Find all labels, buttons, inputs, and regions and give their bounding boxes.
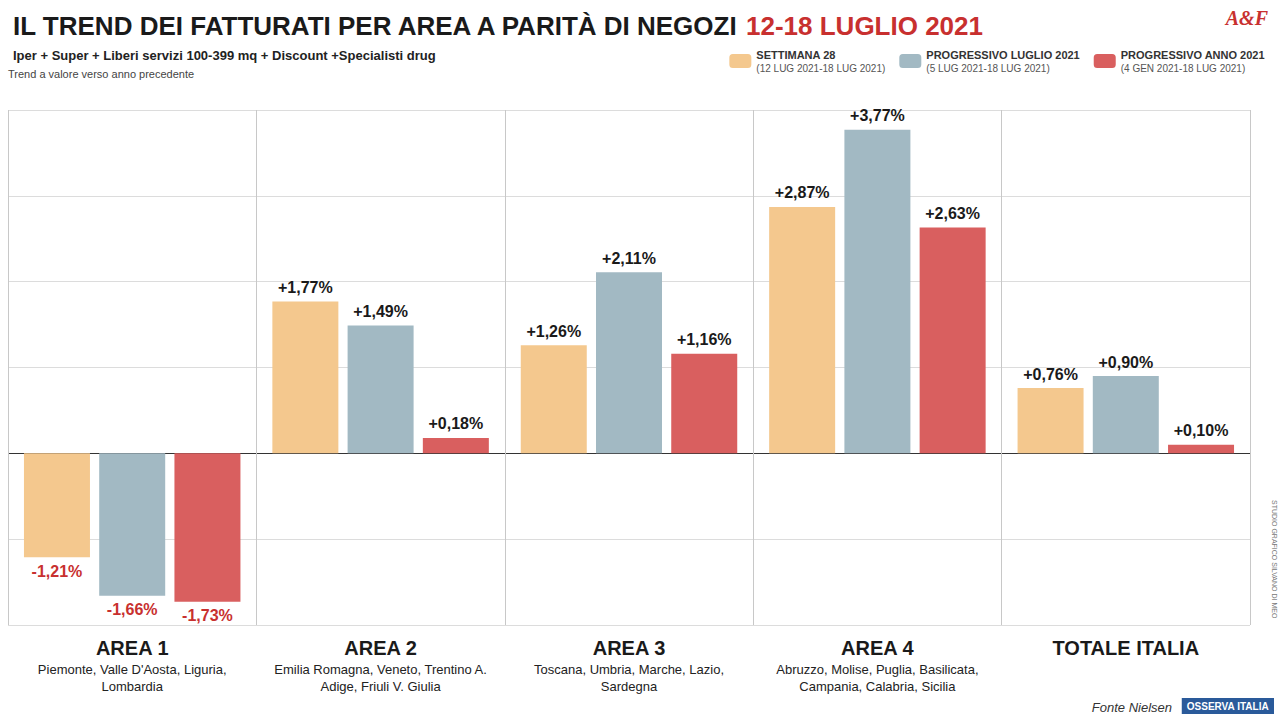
svg-text:-1,66%: -1,66%	[107, 601, 158, 618]
svg-text:PROGRESSIVO ANNO 2021: PROGRESSIVO ANNO 2021	[1121, 49, 1265, 61]
svg-text:(12 LUG 2021-18 LUG 2021): (12 LUG 2021-18 LUG 2021)	[756, 63, 885, 74]
svg-text:+0,76%: +0,76%	[1023, 366, 1078, 383]
svg-text:+0,10%: +0,10%	[1174, 422, 1229, 439]
svg-text:+2,87%: +2,87%	[775, 184, 830, 201]
svg-text:-1,73%: -1,73%	[182, 607, 233, 624]
svg-text:Lombardia: Lombardia	[101, 679, 163, 694]
svg-text:AREA 2: AREA 2	[344, 637, 417, 659]
svg-text:-1,21%: -1,21%	[32, 563, 83, 580]
svg-text:(5 LUG 2021-18 LUG 2021): (5 LUG 2021-18 LUG 2021)	[926, 63, 1049, 74]
svg-text:IL TREND DEI FATTURATI PER ARE: IL TREND DEI FATTURATI PER AREA A PARITÀ…	[13, 11, 737, 41]
svg-text:AREA 1: AREA 1	[96, 637, 169, 659]
svg-text:Trend a valore verso anno prec: Trend a valore verso anno precedente	[8, 68, 194, 80]
svg-text:TOTALE ITALIA: TOTALE ITALIA	[1052, 637, 1199, 659]
svg-text:+0,90%: +0,90%	[1098, 354, 1153, 371]
svg-text:A&F: A&F	[1224, 7, 1269, 29]
svg-text:+0,18%: +0,18%	[428, 415, 483, 432]
svg-text:PROGRESSIVO LUGLIO 2021: PROGRESSIVO LUGLIO 2021	[926, 49, 1079, 61]
svg-text:Emilia Romagna, Veneto, Trenti: Emilia Romagna, Veneto, Trentino A.	[274, 662, 486, 677]
svg-text:Adige, Friuli V. Giulia: Adige, Friuli V. Giulia	[321, 679, 442, 694]
svg-text:+2,63%: +2,63%	[925, 205, 980, 222]
svg-text:OSSERVA ITALIA: OSSERVA ITALIA	[1187, 701, 1269, 712]
svg-text:SETTIMANA 28: SETTIMANA 28	[756, 49, 835, 61]
svg-text:+1,49%: +1,49%	[353, 303, 408, 320]
svg-text:+1,26%: +1,26%	[526, 323, 581, 340]
svg-text:+3,77%: +3,77%	[850, 107, 905, 124]
svg-text:Campania, Calabria, Sicilia: Campania, Calabria, Sicilia	[799, 679, 956, 694]
svg-text:AREA 4: AREA 4	[841, 637, 914, 659]
svg-text:AREA 3: AREA 3	[593, 637, 666, 659]
svg-text:12-18 LUGLIO 2021: 12-18 LUGLIO 2021	[746, 11, 983, 41]
svg-text:Piemonte, Valle D'Aosta, Ligur: Piemonte, Valle D'Aosta, Liguria,	[38, 662, 227, 677]
svg-text:(4 GEN 2021-18 LUG 2021): (4 GEN 2021-18 LUG 2021)	[1121, 63, 1246, 74]
svg-text:+2,11%: +2,11%	[602, 250, 656, 267]
svg-text:Iper + Super + Liberi servizi: Iper + Super + Liberi servizi 100-399 mq…	[13, 48, 436, 63]
svg-text:Fonte Nielsen: Fonte Nielsen	[1092, 700, 1172, 715]
svg-text:STUDIO GRAFICO SILVANO DI MEO: STUDIO GRAFICO SILVANO DI MEO	[1271, 500, 1278, 619]
svg-text:Abruzzo, Molise, Puglia, Basil: Abruzzo, Molise, Puglia, Basilicata,	[776, 662, 978, 677]
svg-text:+1,16%: +1,16%	[677, 331, 732, 348]
svg-text:Toscana, Umbria, Marche, Lazio: Toscana, Umbria, Marche, Lazio,	[534, 662, 724, 677]
svg-text:+1,77%: +1,77%	[278, 279, 333, 296]
svg-text:Sardegna: Sardegna	[601, 679, 658, 694]
